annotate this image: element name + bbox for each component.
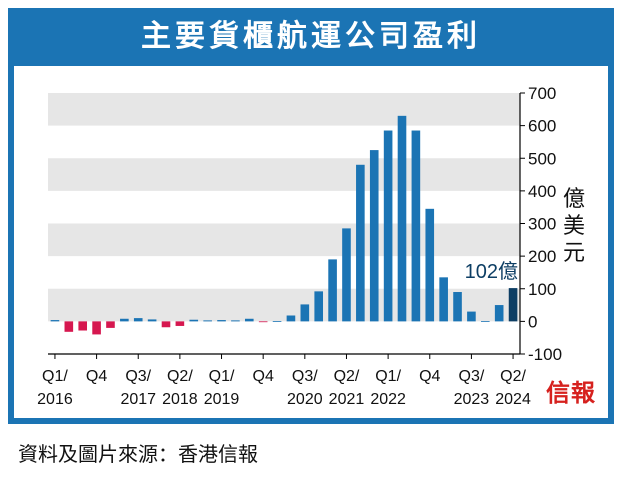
x-tick-label: Q2/: [500, 368, 526, 385]
bar: [342, 228, 351, 322]
x-tick-label: 2018: [162, 391, 198, 408]
bar: [300, 304, 310, 322]
bar: [272, 321, 282, 322]
x-tick-label: Q3/: [292, 368, 318, 385]
bar: [189, 319, 199, 322]
bar: [231, 320, 240, 322]
bar: [480, 321, 490, 322]
chart-panel: -100 0 100 200 300 400 500 600 700 億美元 Q1/2016 Q4 Q3…: [14, 66, 608, 418]
bar: [133, 318, 143, 322]
y-tick-label: 0: [528, 312, 537, 331]
bar: [508, 288, 518, 322]
bar: [356, 164, 365, 322]
brand-logo: 信報: [546, 378, 596, 407]
x-tick-label: 2019: [204, 391, 240, 408]
x-tick-label: 2016: [37, 391, 73, 408]
bar: [383, 130, 393, 322]
unit-label: 美: [563, 214, 585, 239]
x-tick-label: 2024: [495, 391, 531, 408]
data-label: 102億: [465, 260, 518, 283]
y-tick-label: 300: [528, 215, 556, 234]
x-tick-label: 2022: [370, 391, 406, 408]
x-tick-label: Q1/: [42, 368, 68, 385]
x-tick-label: 2020: [287, 391, 323, 408]
bar: [425, 208, 435, 322]
x-tick-label: Q1/: [375, 368, 401, 385]
bar-chart: -100 0 100 200 300 400 500 600 700 億美元 Q1/2016 Q4 Q3…: [37, 84, 585, 408]
grid-band: [48, 288, 520, 322]
chart-title: 主要貨櫃航運公司盈利: [141, 19, 481, 54]
bar: [397, 115, 407, 322]
x-tick-label: Q3/: [459, 368, 485, 385]
x-tick-label: Q4: [86, 368, 107, 385]
y-tick-label: 600: [528, 117, 556, 136]
x-tick-label: 2021: [329, 391, 365, 408]
bar: [314, 291, 324, 322]
x-tick-label: Q4: [253, 368, 274, 385]
bar: [106, 321, 115, 328]
chart-frame: 主要貨櫃航運公司盈利 -100 0 100 200 300 400 500 600 700 億美元…: [8, 8, 614, 424]
y-tick-label: 200: [528, 247, 556, 266]
bar: [328, 259, 337, 322]
bar: [453, 292, 462, 322]
bar: [64, 321, 74, 332]
bar: [147, 319, 157, 322]
y-tick-label: 700: [528, 84, 556, 103]
y-tick-label: 100: [528, 280, 556, 299]
x-tick-label: Q1/: [209, 368, 235, 385]
bar: [203, 320, 212, 322]
y-tick-label: 500: [528, 149, 556, 168]
bar: [467, 311, 476, 322]
bar: [92, 321, 101, 335]
grid-band: [48, 158, 520, 191]
bar: [439, 277, 448, 322]
bar: [494, 305, 504, 322]
bar: [78, 321, 88, 331]
bar: [217, 320, 226, 322]
grid-band: [48, 93, 520, 126]
x-tick-label: 2023: [454, 391, 490, 408]
bar: [369, 150, 379, 322]
x-tick-label: Q3/: [125, 368, 151, 385]
bar: [175, 321, 185, 326]
y-tick-label: -100: [528, 345, 562, 364]
bar: [120, 318, 129, 322]
bar: [286, 315, 296, 322]
bar: [258, 321, 268, 323]
unit-label: 億: [563, 187, 585, 212]
x-tick-label: Q2/: [334, 368, 360, 385]
unit-label: 元: [563, 241, 585, 266]
bar: [50, 320, 60, 322]
x-tick-label: Q2/: [167, 368, 193, 385]
grid-band: [48, 223, 520, 257]
bar: [244, 318, 254, 322]
source-note: 資料及圖片來源：香港信報: [18, 442, 258, 466]
y-tick-label: 400: [528, 182, 556, 201]
x-tick-label: Q4: [419, 368, 440, 385]
x-tick-label: 2017: [120, 391, 156, 408]
bar: [411, 130, 421, 322]
bar: [161, 321, 171, 328]
